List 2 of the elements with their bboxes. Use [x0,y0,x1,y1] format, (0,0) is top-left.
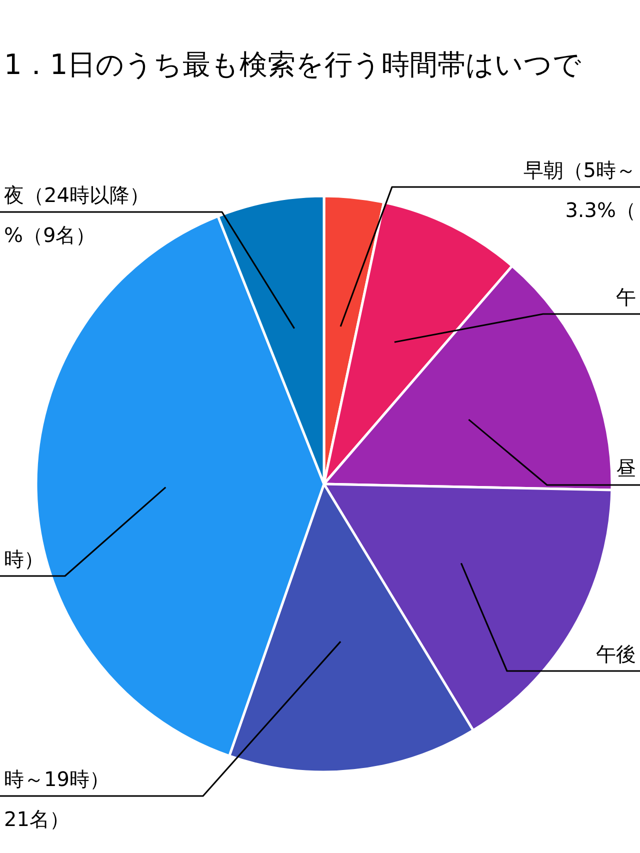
title: 1．1日のうち最も検索を行う時間帯はいつで [4,48,582,81]
annotation: 3.3%（ [565,198,636,222]
